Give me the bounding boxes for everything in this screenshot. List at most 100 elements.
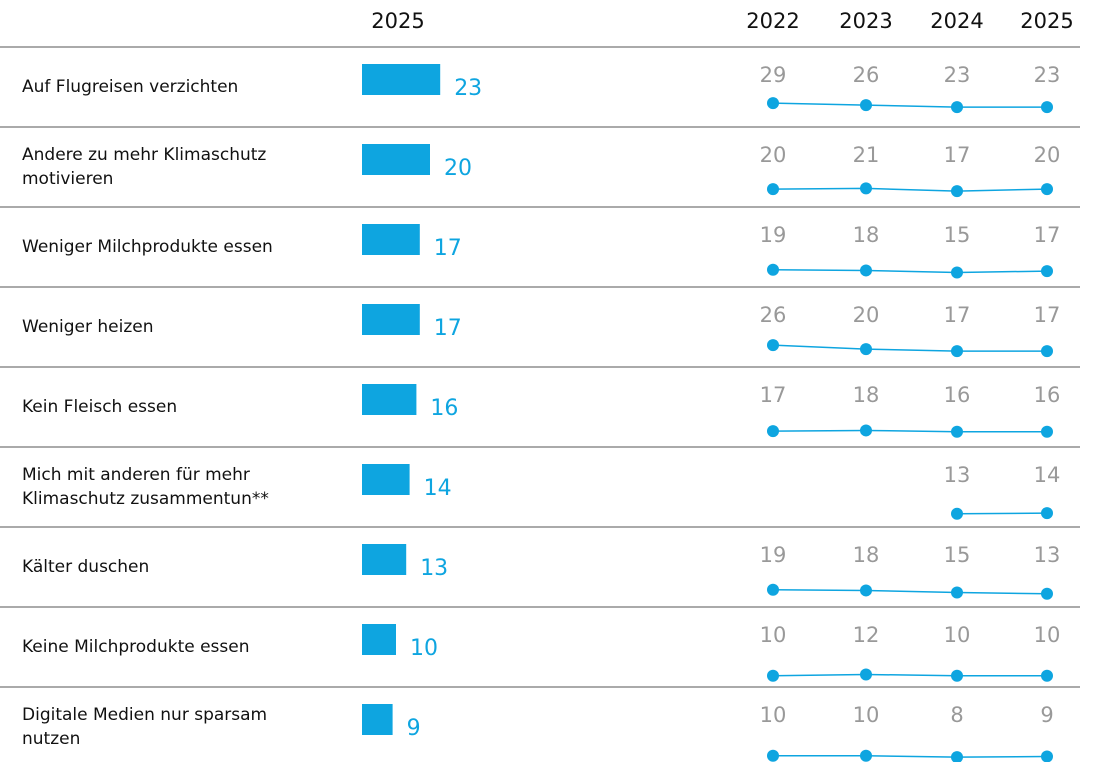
trend-dot <box>860 99 872 112</box>
trend-value-label: 26 <box>760 303 787 327</box>
trend-dot <box>1041 425 1053 438</box>
trend-value-label: 8 <box>950 703 963 727</box>
trend-value-label: 17 <box>760 383 787 407</box>
trend-value-label: 10 <box>853 703 880 727</box>
bar-value-label: 20 <box>444 156 472 181</box>
trend-line <box>772 269 1048 274</box>
trend-dot <box>951 345 963 358</box>
trend-value-label: 13 <box>944 463 971 487</box>
trend-dot <box>767 583 779 596</box>
bar-value-label: 13 <box>420 556 448 581</box>
trend-value-label: 29 <box>760 63 787 87</box>
trend-value-label: 14 <box>1034 463 1061 487</box>
bar <box>362 704 393 735</box>
row-label: Weniger heizen <box>22 317 154 337</box>
trend-value-label: 16 <box>944 383 971 407</box>
trend-value-label: 10 <box>944 623 971 647</box>
trend-value-label: 15 <box>944 543 971 567</box>
trend-dot <box>1041 183 1053 196</box>
trend-value-label: 17 <box>944 143 971 167</box>
bar-value-label: 23 <box>454 76 482 101</box>
trend-dot <box>860 264 872 277</box>
trend-dot <box>951 586 963 599</box>
trend-dot <box>860 182 872 195</box>
trend-dot <box>860 584 872 597</box>
row-label: Keine Milchprodukte essen <box>22 637 250 657</box>
trend-value-label: 20 <box>760 143 787 167</box>
trend-value-label: 20 <box>853 303 880 327</box>
trend-value-label: 17 <box>1034 303 1061 327</box>
row-label: Auf Flugreisen verzichten <box>22 77 239 97</box>
trend-value-label: 26 <box>853 63 880 87</box>
trend-line <box>772 589 1048 595</box>
trend-dot <box>1041 345 1053 358</box>
row-label: Kein Fleisch essen <box>22 397 178 417</box>
trend-dot <box>951 507 963 520</box>
trend-dot <box>1041 507 1053 520</box>
trend-dot <box>1041 101 1053 114</box>
trend-value-label: 9 <box>1040 703 1053 727</box>
trend-value-label: 10 <box>1034 623 1061 647</box>
trend-line <box>772 102 1047 108</box>
trend-line <box>956 512 1048 515</box>
bar <box>362 64 441 95</box>
trend-value-label: 10 <box>760 623 787 647</box>
trend-value-label: 17 <box>1034 223 1061 247</box>
trend-line <box>772 187 1048 192</box>
bar-column-title: 2025 <box>371 9 424 33</box>
year-header: 2022 <box>746 9 799 33</box>
trend-value-label: 18 <box>853 543 880 567</box>
trend-dot <box>951 185 963 198</box>
row-label: Digitale Medien nur sparsam nutzen <box>22 705 268 749</box>
trend-dot <box>767 183 779 196</box>
trend-dot <box>1041 587 1053 600</box>
bar-value-label: 9 <box>407 716 421 741</box>
trend-value-label: 20 <box>1034 143 1061 167</box>
trend-value-label: 16 <box>1034 383 1061 407</box>
trend-value-label: 10 <box>760 703 787 727</box>
trend-line <box>772 673 1047 677</box>
bar-value-label: 10 <box>410 636 438 661</box>
bar <box>362 544 407 575</box>
trend-dot <box>1041 750 1053 762</box>
trend-value-label: 19 <box>760 223 787 247</box>
trend-value-label: 23 <box>944 63 971 87</box>
trend-dot <box>860 749 872 762</box>
trend-dot <box>767 749 779 762</box>
bar <box>362 304 420 335</box>
trend-dot <box>767 425 779 438</box>
bar <box>362 384 417 415</box>
trend-value-label: 23 <box>1034 63 1061 87</box>
row-label: Andere zu mehr Klimaschutz motivieren <box>22 145 267 189</box>
trend-value-label: 17 <box>944 303 971 327</box>
trend-dot <box>767 263 779 276</box>
trend-dot <box>860 343 872 356</box>
trend-value-label: 21 <box>853 143 880 167</box>
year-header: 2023 <box>839 9 892 33</box>
row-label: Weniger Milchprodukte essen <box>22 237 273 257</box>
year-header: 2024 <box>930 9 983 33</box>
trend-dot <box>767 339 779 352</box>
bar <box>362 464 410 495</box>
bar <box>362 144 430 175</box>
bar-value-label: 16 <box>430 396 458 421</box>
bar <box>362 624 396 655</box>
trend-line <box>772 429 1047 433</box>
trend-line <box>773 755 1048 758</box>
trend-dot <box>1041 669 1053 682</box>
trend-dot <box>767 669 779 682</box>
bar-value-label: 14 <box>424 476 452 501</box>
year-header: 2025 <box>1020 9 1073 33</box>
trend-dot <box>951 669 963 682</box>
trend-value-label: 18 <box>853 223 880 247</box>
trend-dot <box>951 101 963 114</box>
trend-value-label: 18 <box>853 383 880 407</box>
bar-value-label: 17 <box>434 236 462 261</box>
row-label: Kälter duschen <box>22 557 150 577</box>
trend-dot <box>1041 265 1053 278</box>
row-label: Mich mit anderen für mehr Klimaschutz zu… <box>22 465 269 509</box>
trend-dot <box>951 425 963 438</box>
trend-line <box>772 344 1047 352</box>
